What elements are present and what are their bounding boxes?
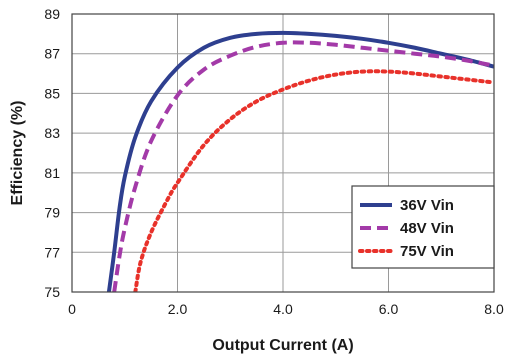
legend-box <box>351 185 495 269</box>
y-tick-label: 85 <box>44 85 60 101</box>
x-tick-label: 0 <box>68 301 76 317</box>
legend: 36V Vin 48V Vin 75V Vin <box>351 185 495 269</box>
series-line-0 <box>106 30 494 292</box>
grid-lines <box>71 13 495 293</box>
legend-label-48v: 48V Vin <box>400 220 454 237</box>
plot-border <box>71 13 495 293</box>
y-tick-label: 77 <box>44 244 60 260</box>
y-tick-label: 79 <box>44 205 60 221</box>
y-tick-label: 89 <box>44 6 60 22</box>
y-tick-label: 87 <box>44 46 60 62</box>
x-tick-label: 2.0 <box>168 301 188 317</box>
y-tick-label: 75 <box>44 284 60 300</box>
legend-label-75v: 75V Vin <box>400 243 454 260</box>
x-tick-label: 6.0 <box>379 301 399 317</box>
y-axis-title: Efficiency (%) <box>9 101 26 206</box>
series-line-2 <box>133 69 494 292</box>
series-layer <box>106 30 494 292</box>
y-tick-label: 81 <box>44 165 60 181</box>
x-tick-label: 8.0 <box>484 301 504 317</box>
y-tick-label: 83 <box>44 125 60 141</box>
tick-labels: 0 2.0 4.0 6.0 8.0 75 77 79 81 83 85 87 89 <box>44 6 504 317</box>
x-axis-title: Output Current (A) <box>212 337 353 354</box>
x-tick-label: 4.0 <box>273 301 293 317</box>
legend-label-36v: 36V Vin <box>400 197 454 214</box>
series-line-1 <box>112 40 494 292</box>
